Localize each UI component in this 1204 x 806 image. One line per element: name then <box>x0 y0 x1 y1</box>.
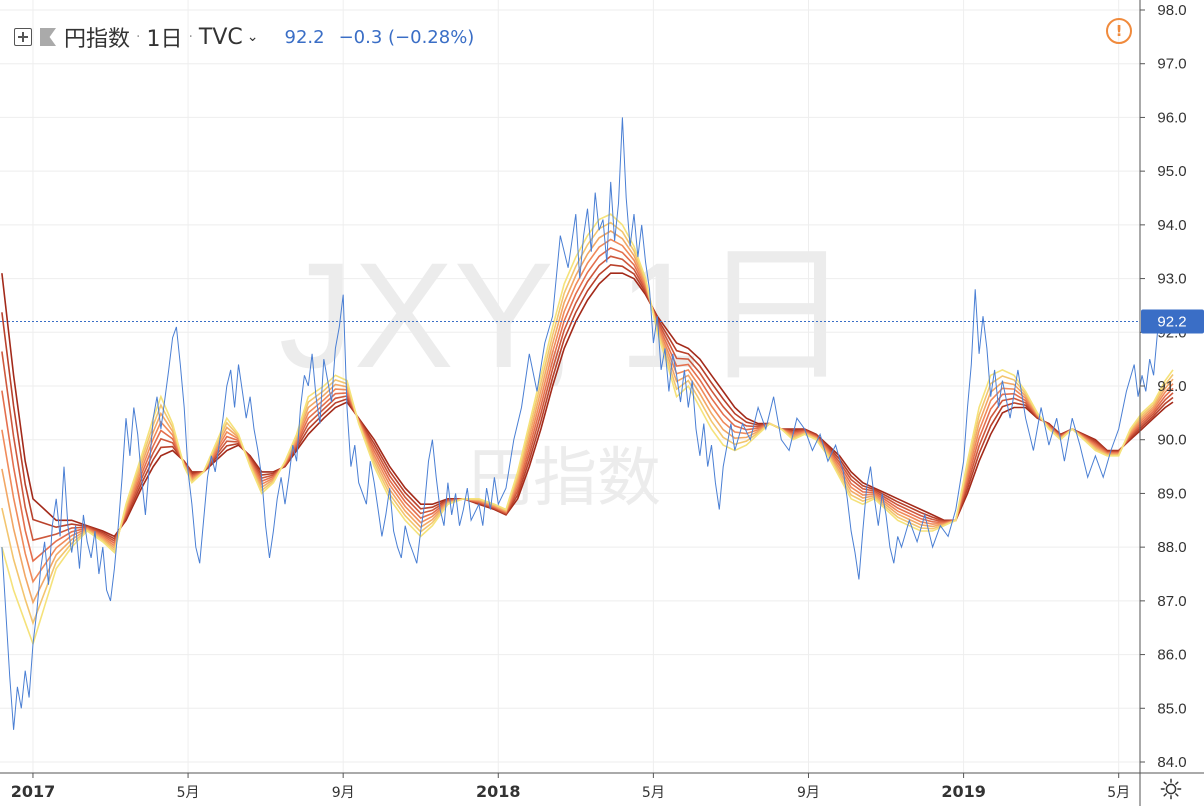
y-tick-label: 96.0 <box>1157 109 1186 126</box>
interval-label[interactable]: 1日 <box>146 27 183 52</box>
price-line <box>1 117 1174 730</box>
y-tick-label: 94.0 <box>1157 217 1186 234</box>
x-tick-label: 5月 <box>642 785 665 801</box>
x-tick-label: 2019 <box>941 782 986 801</box>
y-tick-label: 85.0 <box>1157 700 1186 717</box>
ma-ribbon <box>1 213 1174 647</box>
x-tick-label: 2017 <box>11 782 56 801</box>
expand-icon[interactable] <box>14 28 32 46</box>
chevron-down-icon[interactable]: ⌄ <box>246 29 259 45</box>
y-tick-label: 89.0 <box>1157 485 1186 502</box>
y-tick-label: 97.0 <box>1157 56 1186 73</box>
flag-icon <box>40 28 56 46</box>
ma-line-4 <box>1 238 1174 584</box>
legend: 円指数 · 1日 · TVC ⌄ 92.2 −0.3 (−0.28%) <box>14 20 474 54</box>
alert-icon[interactable]: ! <box>1106 18 1132 44</box>
symbol-name[interactable]: 円指数 <box>64 27 131 52</box>
separator-dot-1: · <box>136 29 141 45</box>
gear-icon[interactable] <box>1160 778 1182 800</box>
separator-dot-2: · <box>188 29 193 45</box>
watermark: JXY, 1日 円指数 <box>279 231 852 516</box>
y-tick-label: 93.0 <box>1157 271 1186 288</box>
current-price-label-bg <box>1141 309 1204 334</box>
ma-line-8 <box>1 272 1174 538</box>
y-tick-label: 87.0 <box>1157 593 1186 610</box>
current-price-label: 92.2 <box>1141 309 1204 334</box>
y-tick-label: 84.0 <box>1157 754 1186 771</box>
x-tick-label: 5月 <box>177 785 200 801</box>
x-tick-label: 9月 <box>797 785 820 801</box>
ma-line-5 <box>1 246 1174 563</box>
time-axis[interactable]: 2017 5月 9月 2018 5月 9月 2019 5月 <box>0 772 1204 801</box>
y-tick-label: 86.0 <box>1157 647 1186 664</box>
y-tick-label: 91.0 <box>1157 378 1186 395</box>
x-tick-label: 9月 <box>332 785 355 801</box>
ma-line-3 <box>1 230 1174 605</box>
last-value: 92.2 <box>284 26 325 48</box>
watermark-line2: 円指数 <box>469 442 661 516</box>
y-tick-label: 90.0 <box>1157 432 1186 449</box>
ma-line-6 <box>1 255 1174 543</box>
price-axis[interactable]: 84.085.086.087.088.089.090.091.092.093.0… <box>1139 0 1187 806</box>
change-value: −0.3 (−0.28%) <box>338 26 475 48</box>
current-price-label-text: 92.2 <box>1157 314 1186 331</box>
y-tick-label: 95.0 <box>1157 163 1186 180</box>
ma-line-7 <box>1 263 1174 540</box>
y-tick-label: 88.0 <box>1157 539 1186 556</box>
x-tick-label: 2018 <box>476 782 521 801</box>
watermark-line1: JXY, 1日 <box>279 231 852 399</box>
exchange-label[interactable]: TVC <box>198 24 243 50</box>
y-tick-label: 98.0 <box>1157 2 1186 19</box>
ma-line-1 <box>1 213 1174 647</box>
x-tick-label: 5月 <box>1107 785 1130 801</box>
